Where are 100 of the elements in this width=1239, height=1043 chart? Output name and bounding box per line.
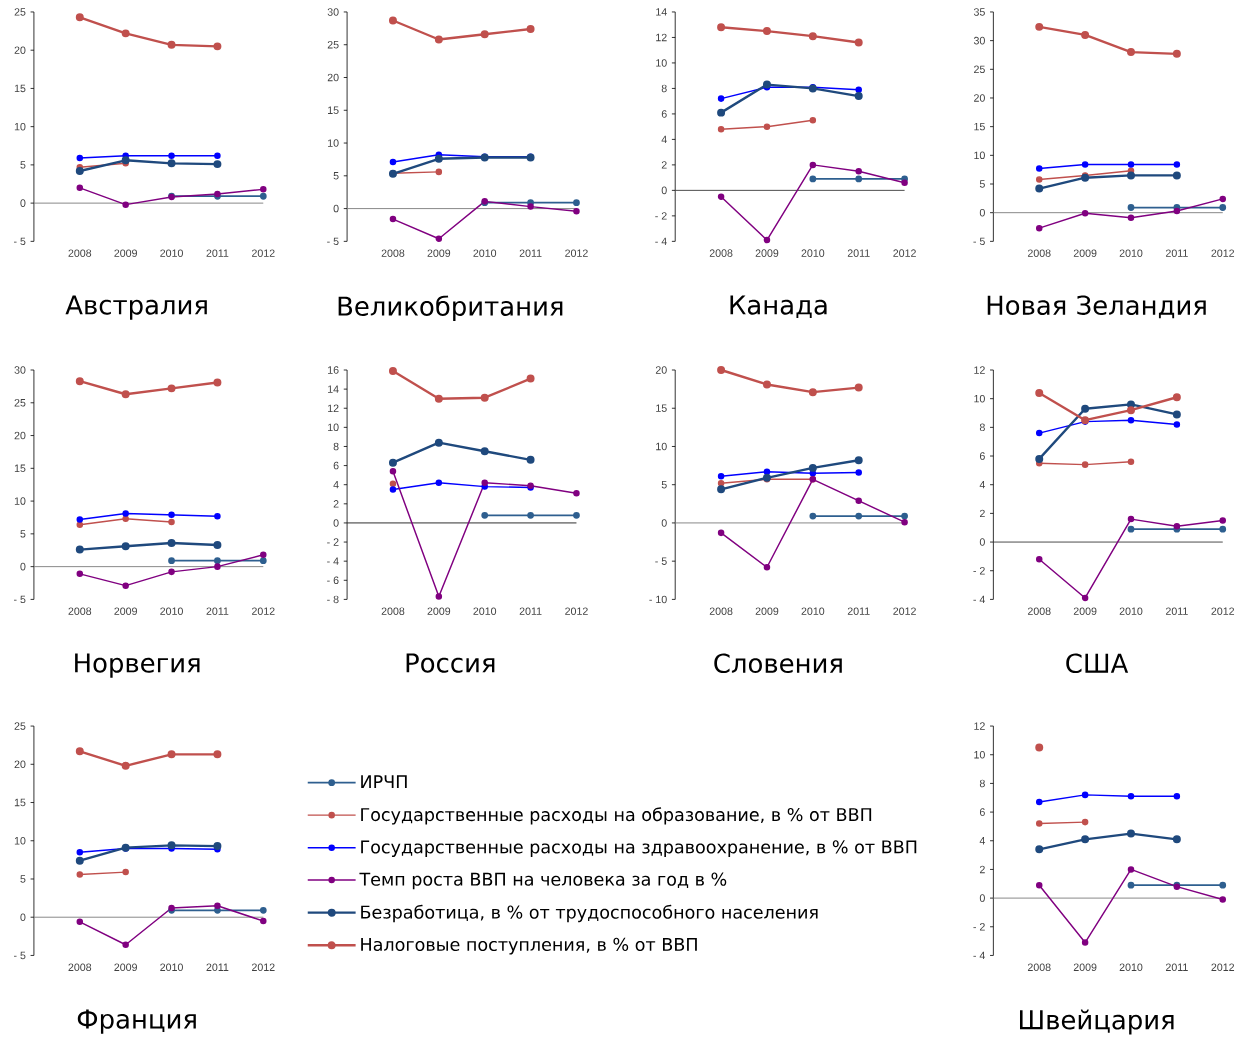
x-tick-label: 2009 xyxy=(114,607,137,615)
y-tick-label: 15 xyxy=(14,464,26,472)
y-tick-label: - 5 xyxy=(327,237,339,245)
x-tick-label: 2009 xyxy=(1073,607,1097,615)
y-tick-label: 12 xyxy=(974,366,985,374)
y-tick-label: - 5 xyxy=(655,557,667,565)
y-tick-label: 25 xyxy=(14,722,26,730)
text: Словения xyxy=(714,653,842,673)
y-tick-label: 10 xyxy=(14,122,26,131)
y-tick-label: 5 xyxy=(20,875,26,883)
y-tick-label: 20 xyxy=(655,366,667,374)
y-tick-label: - 5 xyxy=(13,237,26,245)
y-tick-label: 10 xyxy=(656,442,667,451)
y-tick-label: 12 xyxy=(328,404,339,412)
x-tick-label: 2008 xyxy=(1027,963,1051,971)
x-tick-label: 2012 xyxy=(565,249,588,257)
x-tick-label: 2010 xyxy=(801,607,825,615)
y-tick-label: 0 xyxy=(979,894,985,902)
text: Франция xyxy=(77,1009,196,1034)
y-tick-label: 8 xyxy=(661,84,667,93)
legend-label: Государственные расходы на здравоохранение, в % от ВВП xyxy=(361,840,917,857)
y-tick-label: 10 xyxy=(328,423,339,432)
x-tick-label: 2009 xyxy=(114,963,137,971)
y-tick-label: - 4 xyxy=(973,951,986,959)
y-tick-label: 10 xyxy=(974,394,985,403)
y-tick-label: 2 xyxy=(333,500,339,508)
x-tick-label: 2008 xyxy=(68,249,92,257)
y-tick-label: 2 xyxy=(979,865,985,874)
y-tick-label: - 4 xyxy=(973,595,986,603)
y-tick-label: 0 xyxy=(20,913,26,921)
x-tick-label: 2009 xyxy=(114,249,137,257)
y-tick-label: - 2 xyxy=(327,538,339,546)
y-tick-label: 0 xyxy=(661,186,667,195)
x-tick-label: 2010 xyxy=(801,249,825,257)
y-tick-label: 5 xyxy=(979,180,985,188)
y-tick-label: 10 xyxy=(14,497,26,505)
y-tick-label: 5 xyxy=(20,530,26,538)
x-tick-label: 2010 xyxy=(1119,249,1143,257)
y-tick-label: 12 xyxy=(974,722,985,730)
legend-label: Государственные расходы на образование, в % от ВВП xyxy=(361,807,872,825)
text: Норвегия xyxy=(75,653,200,678)
y-tick-label: - 5 xyxy=(973,237,985,245)
x-tick-label: 2011 xyxy=(1165,607,1188,615)
y-tick-label: 10 xyxy=(974,151,985,159)
x-tick-label: 2010 xyxy=(160,249,183,257)
text: Канада xyxy=(730,295,827,318)
y-tick-label: 6 xyxy=(979,452,985,460)
y-tick-label: 10 xyxy=(974,750,985,759)
x-tick-label: 2012 xyxy=(893,607,916,615)
y-tick-label: 6 xyxy=(979,808,985,816)
x-tick-label: 2008 xyxy=(381,607,405,615)
text: Великобритания xyxy=(338,295,563,321)
text: Австралия xyxy=(65,295,207,320)
y-tick-label: 0 xyxy=(333,519,339,527)
y-tick-label: 0 xyxy=(979,538,985,546)
x-tick-label: 2009 xyxy=(1073,249,1097,257)
y-tick-label: 25 xyxy=(327,40,339,49)
x-tick-label: 2008 xyxy=(709,607,733,615)
x-tick-label: 2008 xyxy=(1027,249,1051,257)
y-tick-label: 35 xyxy=(973,8,985,16)
y-tick-label: 15 xyxy=(328,106,339,114)
y-tick-label: 30 xyxy=(14,366,26,374)
x-tick-label: 2011 xyxy=(206,249,229,257)
y-tick-label: 25 xyxy=(14,8,26,16)
x-tick-label: 2011 xyxy=(847,607,870,615)
x-tick-label: 2011 xyxy=(206,607,229,615)
y-tick-label: 10 xyxy=(328,139,339,147)
y-tick-label: 30 xyxy=(327,8,339,16)
x-tick-label: 2011 xyxy=(1165,249,1188,257)
x-tick-label: 2009 xyxy=(427,249,451,257)
y-tick-label: 15 xyxy=(974,122,985,131)
y-tick-label: - 2 xyxy=(655,212,667,220)
x-tick-label: 2012 xyxy=(1211,249,1235,257)
y-tick-label: - 10 xyxy=(649,595,667,604)
legend-label: Темп роста ВВП на человека за год в % xyxy=(359,872,727,890)
x-tick-label: 2010 xyxy=(473,249,497,257)
y-tick-label: - 5 xyxy=(13,951,26,960)
x-tick-label: 2011 xyxy=(519,249,542,257)
y-tick-label: 6 xyxy=(661,110,667,118)
y-tick-label: 6 xyxy=(333,461,339,470)
y-tick-label: 2 xyxy=(661,161,667,169)
x-tick-label: 2010 xyxy=(1119,963,1143,971)
x-tick-label: 2009 xyxy=(755,607,779,615)
x-tick-label: 2010 xyxy=(1119,607,1143,615)
text: США xyxy=(1066,653,1129,673)
y-tick-label: 5 xyxy=(20,161,26,169)
x-tick-label: 2008 xyxy=(381,249,405,257)
x-tick-label: 2009 xyxy=(1073,963,1097,971)
y-tick-label: 4 xyxy=(979,836,986,845)
y-tick-label: 0 xyxy=(661,519,667,527)
y-tick-label: 4 xyxy=(333,480,339,489)
y-tick-label: 25 xyxy=(974,65,985,73)
y-tick-label: 2 xyxy=(979,509,985,517)
x-tick-label: 2011 xyxy=(847,249,870,257)
y-tick-label: 5 xyxy=(661,480,667,489)
y-tick-label: - 8 xyxy=(327,595,339,604)
y-tick-label: 15 xyxy=(14,84,26,93)
legend-label: ИРЧП xyxy=(361,775,407,788)
text: Россия xyxy=(406,653,495,673)
x-tick-label: 2011 xyxy=(206,963,229,971)
